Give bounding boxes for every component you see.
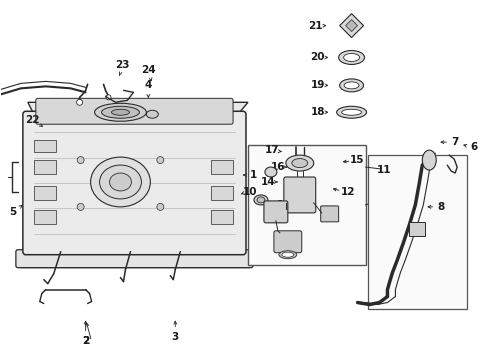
Text: 7: 7 [450, 137, 458, 147]
Bar [211, 210, 233, 224]
Text: 6: 6 [469, 142, 477, 152]
Bar [247, 145, 365, 265]
FancyBboxPatch shape [36, 98, 233, 124]
Bar [34, 140, 56, 152]
Ellipse shape [94, 103, 146, 121]
Text: 13: 13 [276, 200, 290, 210]
Circle shape [77, 99, 82, 105]
Text: 1: 1 [249, 170, 256, 180]
FancyBboxPatch shape [16, 250, 252, 268]
Text: 9: 9 [270, 207, 277, 217]
Ellipse shape [146, 110, 158, 118]
Bar [211, 186, 233, 200]
Text: 2: 2 [82, 336, 89, 346]
Polygon shape [339, 14, 363, 37]
Ellipse shape [422, 150, 435, 170]
Text: 8: 8 [437, 202, 444, 212]
Ellipse shape [343, 54, 359, 62]
Ellipse shape [285, 155, 313, 171]
Ellipse shape [264, 167, 276, 177]
Ellipse shape [336, 106, 366, 118]
Text: 18: 18 [310, 107, 325, 117]
Circle shape [157, 203, 163, 210]
Text: 3: 3 [171, 332, 179, 342]
Text: 22: 22 [25, 115, 40, 125]
Ellipse shape [109, 173, 131, 191]
Text: 23: 23 [115, 60, 129, 71]
Ellipse shape [341, 109, 361, 115]
Polygon shape [28, 102, 247, 114]
Polygon shape [345, 20, 357, 32]
Text: 2: 2 [82, 336, 89, 346]
Ellipse shape [256, 197, 264, 203]
Text: 17: 17 [264, 145, 279, 155]
Ellipse shape [102, 106, 139, 118]
Bar [34, 210, 56, 224]
FancyBboxPatch shape [320, 206, 338, 222]
Text: 14: 14 [260, 177, 275, 187]
Text: 16: 16 [270, 162, 285, 172]
Text: 11: 11 [376, 165, 391, 175]
Ellipse shape [339, 79, 363, 92]
Bar [34, 186, 56, 200]
Bar [211, 160, 233, 174]
Ellipse shape [291, 159, 307, 167]
Ellipse shape [281, 252, 293, 257]
Text: 10: 10 [242, 187, 257, 197]
Text: 19: 19 [310, 80, 324, 90]
Text: 24: 24 [141, 66, 155, 76]
Ellipse shape [111, 109, 129, 115]
Bar [408, 222, 425, 236]
Circle shape [157, 157, 163, 163]
Ellipse shape [338, 50, 364, 64]
Text: 15: 15 [349, 155, 364, 165]
Text: 20: 20 [310, 53, 325, 63]
Text: 12: 12 [340, 187, 354, 197]
Ellipse shape [253, 195, 267, 205]
Ellipse shape [344, 82, 358, 89]
FancyBboxPatch shape [283, 177, 315, 213]
Circle shape [106, 95, 111, 100]
Bar [367, 155, 466, 310]
Ellipse shape [90, 157, 150, 207]
Circle shape [77, 157, 84, 163]
FancyBboxPatch shape [23, 111, 245, 255]
Bar [34, 160, 56, 174]
Circle shape [77, 203, 84, 210]
Text: 21: 21 [308, 21, 322, 31]
Text: 4: 4 [144, 80, 152, 90]
FancyBboxPatch shape [264, 201, 287, 223]
Ellipse shape [100, 165, 141, 199]
Ellipse shape [278, 251, 296, 259]
Text: 5: 5 [9, 207, 17, 217]
FancyBboxPatch shape [273, 231, 301, 253]
